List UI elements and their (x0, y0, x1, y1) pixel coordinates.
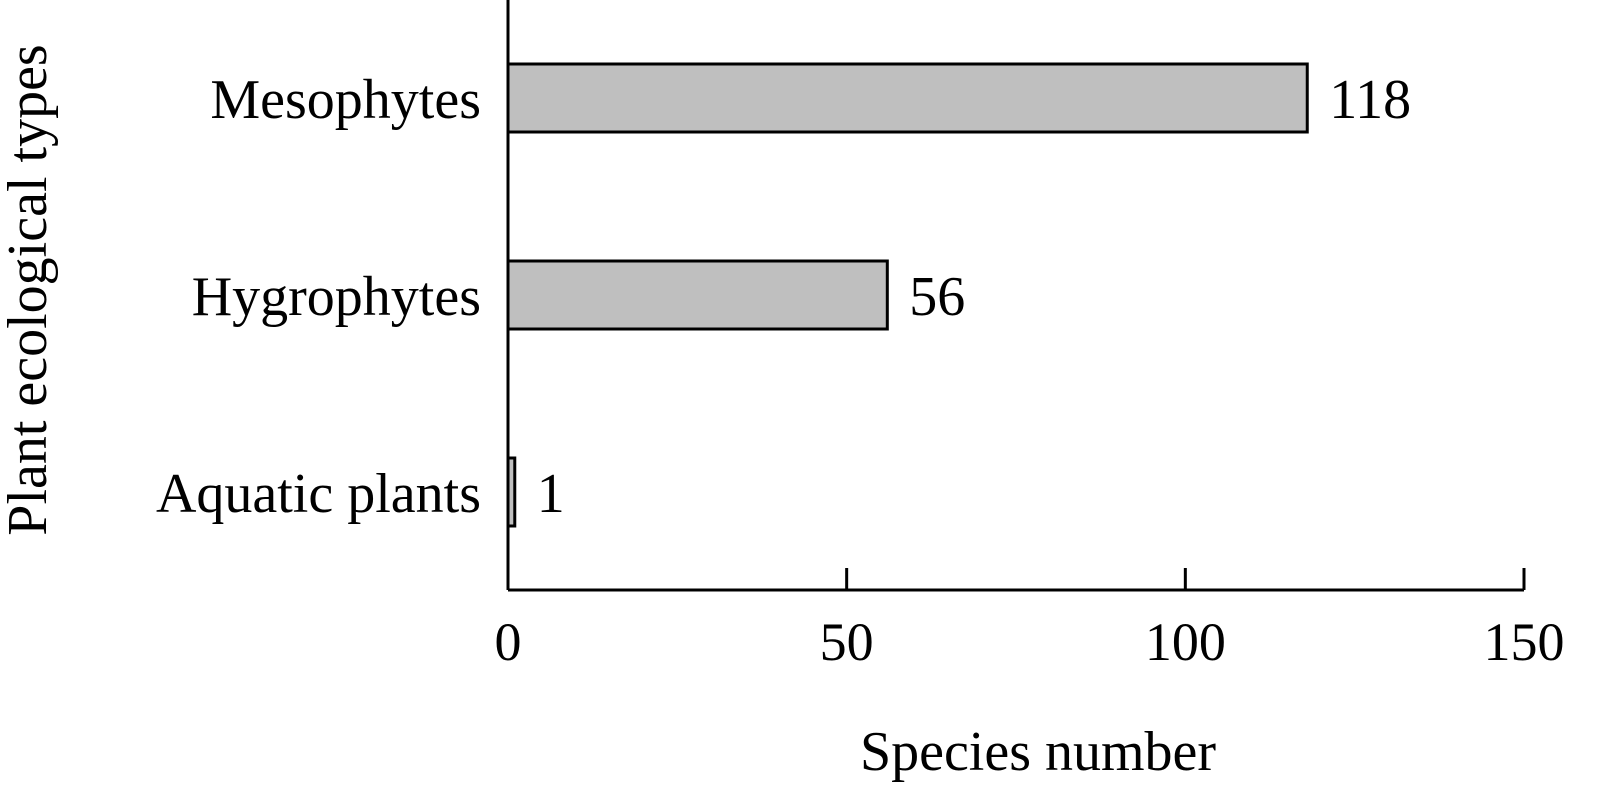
axes-group (506, 0, 1524, 592)
value-label: 1 (537, 463, 565, 525)
ticks-group: 0 50 100 150 (495, 568, 1565, 672)
x-tick-label: 100 (1145, 612, 1226, 672)
category-label: Hygrophytes (192, 266, 481, 328)
value-label: 118 (1329, 69, 1411, 131)
category-label: Aquatic plants (156, 463, 481, 525)
x-axis-title: Species number (860, 721, 1216, 783)
x-tick-label: 50 (820, 612, 874, 672)
category-labels-group: Mesophytes Hygrophytes Aquatic plants (156, 69, 481, 525)
value-label: 56 (909, 266, 965, 328)
value-labels-group: 118 56 1 (537, 69, 1411, 525)
category-label: Mesophytes (210, 69, 481, 131)
bars-group (506, 62, 1309, 528)
x-tick-label: 0 (495, 612, 522, 672)
bar-hygrophytes (506, 259, 889, 331)
bar-mesophytes (506, 62, 1309, 134)
x-tick-label: 150 (1484, 612, 1565, 672)
y-axis-title: Plant ecological types (0, 44, 59, 535)
